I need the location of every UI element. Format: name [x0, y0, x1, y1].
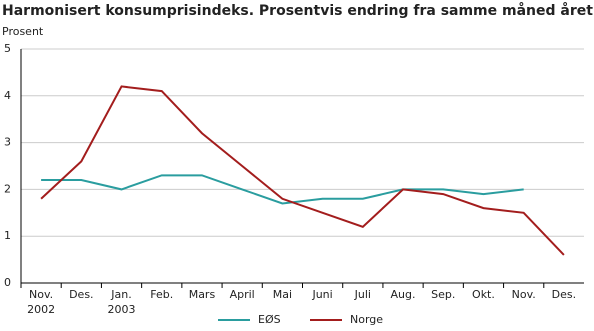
x-tick-label: April	[229, 288, 255, 301]
y-axis-label: Prosent	[2, 25, 44, 38]
series-line	[41, 174, 524, 205]
legend-label: Norge	[350, 313, 383, 326]
y-tick-label: 5	[4, 42, 11, 55]
x-tick-label: Mars	[188, 288, 216, 301]
x-tick-label: Okt.	[472, 288, 495, 301]
x-tick-label: Mai	[272, 288, 293, 301]
legend-label: EØS	[258, 313, 281, 326]
y-tick-label: 1	[4, 229, 11, 242]
x-tick-label: Nov.	[511, 288, 536, 301]
series-line	[40, 85, 565, 256]
y-tick-label: 0	[4, 276, 11, 289]
y-tick-label: 4	[4, 89, 11, 102]
x-tick-label: Des.	[551, 288, 577, 301]
x-tick-label: Nov. 2002	[27, 288, 56, 316]
x-tick-label: Feb.	[150, 288, 174, 301]
x-tick-label: Jan. 2003	[107, 288, 136, 316]
y-tick-label: 2	[4, 182, 11, 195]
x-tick-label: Sep.	[431, 288, 456, 301]
x-tick-label: Des.	[69, 288, 94, 301]
y-tick-label: 3	[4, 136, 11, 149]
x-tick-label: Juli	[354, 288, 371, 301]
x-tick-label: Juni	[312, 288, 333, 301]
x-tick-label: Aug.	[390, 288, 416, 301]
chart-title: Harmonisert konsumprisindeks. Prosentvis…	[2, 2, 594, 19]
